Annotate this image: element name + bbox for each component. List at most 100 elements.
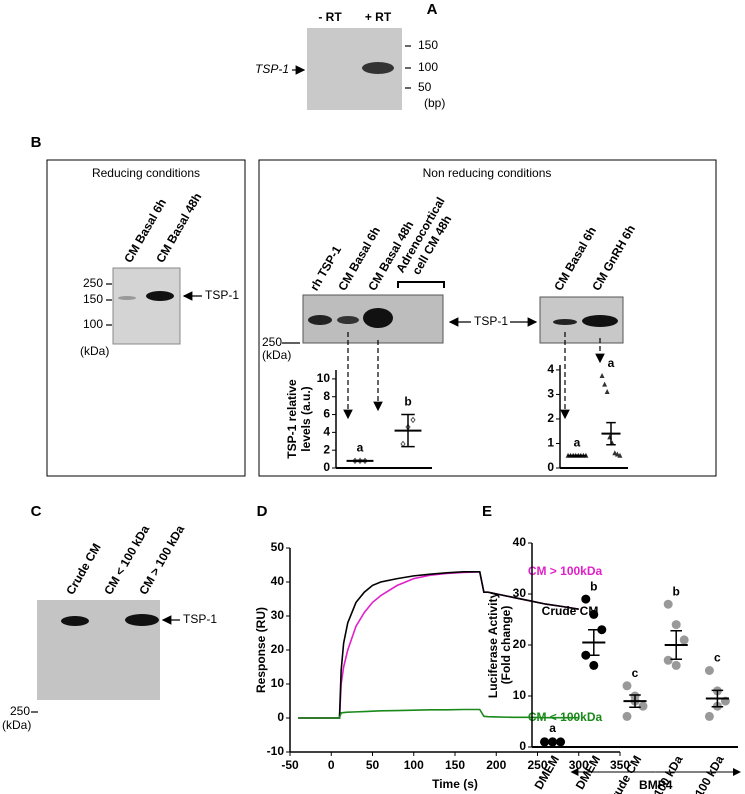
- significance-letter: a: [608, 356, 615, 370]
- band: [553, 319, 577, 325]
- band: [308, 315, 332, 325]
- y-tick-label: 3: [547, 387, 554, 401]
- band: [582, 315, 618, 327]
- data-point: [602, 381, 608, 387]
- band: [61, 616, 89, 626]
- y-tick-label: 0: [547, 460, 554, 474]
- error-bar: [572, 454, 582, 457]
- y-tick-label: 10: [317, 371, 331, 385]
- panel-label: A: [427, 1, 438, 18]
- lane-label: - RT: [318, 10, 342, 24]
- ladder-label: 150: [83, 292, 103, 306]
- data-line: [298, 571, 579, 719]
- error-bar: [401, 413, 415, 448]
- data-point: [671, 660, 681, 670]
- blot: [112, 267, 181, 345]
- data-point: [622, 681, 632, 691]
- y-tick-label: 30: [271, 608, 285, 622]
- panel-title: Reducing conditions: [92, 166, 200, 180]
- error-bar: [546, 740, 559, 744]
- error-bar: [353, 459, 367, 463]
- data-point: [704, 666, 714, 675]
- band: [363, 308, 393, 328]
- bracket: [397, 281, 445, 288]
- ladder-label: 150: [418, 38, 438, 52]
- series-label: Crude CM: [542, 604, 599, 618]
- data-point: [597, 625, 607, 635]
- significance-letter: b: [673, 584, 680, 598]
- data-point: [704, 711, 714, 721]
- data-point: [614, 451, 620, 457]
- panel-label: D: [257, 503, 268, 520]
- x-tick-label: 250: [527, 758, 547, 772]
- band-label: TSP-1: [474, 314, 508, 328]
- y-tick-label: 40: [513, 535, 527, 549]
- y-axis-label: TSP-1 relative: [285, 379, 299, 459]
- x-tick-label: 200: [486, 758, 506, 772]
- data-point: [679, 635, 689, 645]
- series-label: CM > 100kDa: [528, 564, 603, 578]
- ladder-unit: (kDa): [80, 344, 109, 358]
- data-point: [400, 440, 406, 448]
- y-tick-label: 8: [323, 389, 330, 403]
- data-point: [663, 655, 673, 665]
- lane-label: Crude CM: [63, 541, 103, 597]
- band: [362, 62, 394, 74]
- panel-label: B: [31, 134, 42, 151]
- y-tick-label: 0: [323, 460, 330, 474]
- y-tick-label: 4: [323, 425, 330, 439]
- y-tick-label: -10: [267, 744, 285, 758]
- y-tick-label: 50: [271, 540, 285, 554]
- y-tick-label: 2: [547, 411, 554, 425]
- x-tick-label: 150: [445, 758, 465, 772]
- y-tick-label: 40: [271, 574, 285, 588]
- y-tick-label: 0: [519, 739, 526, 753]
- ladder-label: 50: [418, 80, 432, 94]
- y-tick-label: 6: [323, 407, 330, 421]
- data-point: [604, 388, 610, 394]
- data-point: [671, 620, 681, 630]
- significance-letter: c: [714, 651, 721, 665]
- y-tick-label: 20: [513, 637, 527, 651]
- error-bar: [670, 629, 682, 661]
- significance-letter: a: [357, 441, 364, 455]
- panel-box: [258, 159, 717, 477]
- x-tick-label: 50: [366, 758, 380, 772]
- y-axis-label: Response (RU): [254, 607, 268, 693]
- series-label: CM < 100kDa: [528, 710, 603, 724]
- data-point: [663, 599, 673, 609]
- band: [125, 614, 159, 626]
- data-point: [581, 594, 591, 604]
- ladder-label: 100: [418, 60, 438, 74]
- error-bar: [629, 694, 641, 708]
- ladder-label: 250: [10, 704, 30, 718]
- x-tick-label: 100: [404, 758, 424, 772]
- y-tick-label: 0: [277, 710, 284, 724]
- ladder-label: 250: [262, 335, 282, 349]
- ladder-unit: (bp): [424, 96, 445, 110]
- panel-title: Non reducing conditions: [423, 166, 552, 180]
- bracket-label: BMP4: [639, 778, 673, 792]
- data-point: [581, 650, 591, 660]
- y-axis-label: levels (a.u.): [299, 386, 313, 451]
- band: [118, 296, 136, 300]
- data-point: [638, 701, 648, 711]
- y-axis-label: (Fold change): [499, 606, 513, 685]
- x-axis-label: Time (s): [432, 777, 478, 791]
- band-label: TSP-1: [183, 612, 217, 626]
- band: [337, 316, 359, 324]
- ladder-unit: (kDa): [2, 718, 31, 732]
- y-tick-label: 4: [547, 362, 554, 376]
- y-tick-label: 10: [513, 688, 527, 702]
- data-point: [599, 373, 605, 379]
- x-tick-label: 350: [610, 758, 630, 772]
- ladder-label: 250: [83, 276, 103, 290]
- data-line: [298, 708, 579, 719]
- error-bar: [606, 421, 616, 446]
- panel-label: C: [31, 503, 42, 520]
- significance-letter: b: [404, 395, 411, 409]
- ladder-unit: (kDa): [262, 348, 291, 362]
- y-tick-label: 1: [547, 436, 554, 450]
- lane-label: + RT: [365, 10, 392, 24]
